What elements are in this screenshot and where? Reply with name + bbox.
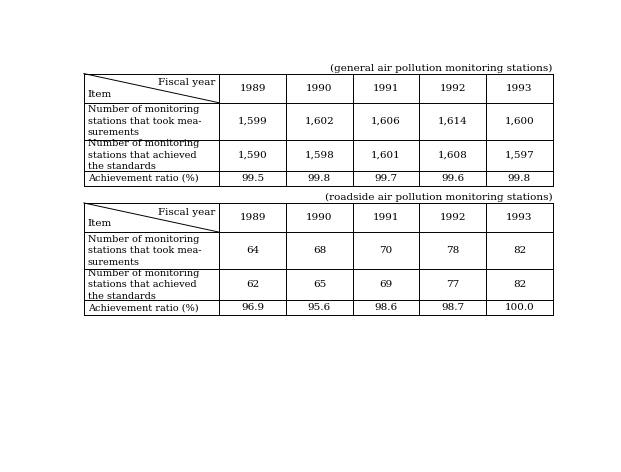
Text: 78: 78 <box>446 246 460 255</box>
Text: Number of monitoring
stations that took mea-
surements: Number of monitoring stations that took … <box>88 105 201 137</box>
Text: Number of monitoring
stations that achieved
the standards: Number of monitoring stations that achie… <box>88 269 199 301</box>
Text: 1,597: 1,597 <box>504 151 534 160</box>
Text: 1,606: 1,606 <box>371 117 401 126</box>
Text: 99.8: 99.8 <box>508 174 531 183</box>
Text: 1990: 1990 <box>306 84 333 93</box>
Text: Achievement ratio (%): Achievement ratio (%) <box>88 174 198 183</box>
Text: 98.6: 98.6 <box>374 303 397 312</box>
Text: 1993: 1993 <box>506 84 533 93</box>
Text: 98.7: 98.7 <box>441 303 465 312</box>
Text: 1,600: 1,600 <box>504 117 534 126</box>
Text: 1,599: 1,599 <box>238 117 268 126</box>
Text: Achievement ratio (%): Achievement ratio (%) <box>88 303 198 312</box>
Text: Item: Item <box>88 219 112 228</box>
Text: 1,602: 1,602 <box>304 117 334 126</box>
Text: 99.6: 99.6 <box>441 174 465 183</box>
Text: 1993: 1993 <box>506 213 533 222</box>
Text: Fiscal year: Fiscal year <box>158 208 215 217</box>
Text: 1,590: 1,590 <box>238 151 268 160</box>
Text: Number of monitoring
stations that took mea-
surements: Number of monitoring stations that took … <box>88 235 201 267</box>
Text: Number of monitoring
stations that achieved
the standards: Number of monitoring stations that achie… <box>88 139 199 171</box>
Text: 65: 65 <box>313 280 326 289</box>
Text: 69: 69 <box>379 280 392 289</box>
Text: 68: 68 <box>313 246 326 255</box>
Text: 1992: 1992 <box>440 84 466 93</box>
Text: 1989: 1989 <box>240 84 266 93</box>
Text: 95.6: 95.6 <box>308 303 331 312</box>
Text: 99.8: 99.8 <box>308 174 331 183</box>
Text: 1992: 1992 <box>440 213 466 222</box>
Text: 1,608: 1,608 <box>438 151 468 160</box>
Text: 1,598: 1,598 <box>304 151 334 160</box>
Text: 1991: 1991 <box>373 84 399 93</box>
Text: 96.9: 96.9 <box>241 303 265 312</box>
Text: 77: 77 <box>446 280 460 289</box>
Text: Item: Item <box>88 90 112 99</box>
Text: 1990: 1990 <box>306 213 333 222</box>
Text: 1,601: 1,601 <box>371 151 401 160</box>
Text: (roadside air pollution monitoring stations): (roadside air pollution monitoring stati… <box>325 193 553 202</box>
Text: 1,614: 1,614 <box>438 117 468 126</box>
Text: 1989: 1989 <box>240 213 266 222</box>
Text: Fiscal year: Fiscal year <box>158 78 215 87</box>
Text: (general air pollution monitoring stations): (general air pollution monitoring statio… <box>330 64 553 73</box>
Text: 1991: 1991 <box>373 213 399 222</box>
Text: 62: 62 <box>246 280 260 289</box>
Text: 82: 82 <box>513 246 526 255</box>
Text: 82: 82 <box>513 280 526 289</box>
Text: 70: 70 <box>379 246 392 255</box>
Text: 99.5: 99.5 <box>241 174 265 183</box>
Text: 99.7: 99.7 <box>374 174 397 183</box>
Text: 100.0: 100.0 <box>504 303 534 312</box>
Text: 64: 64 <box>246 246 260 255</box>
